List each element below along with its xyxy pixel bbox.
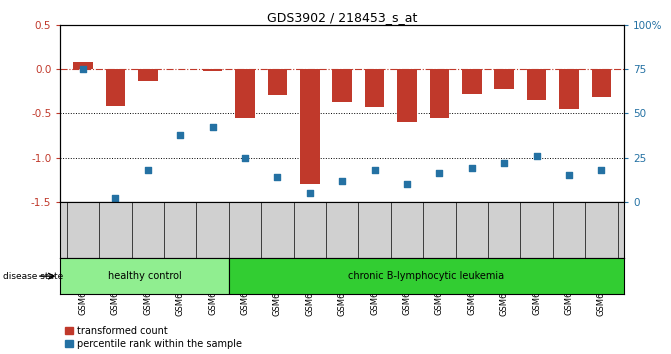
Point [207, 125, 218, 130]
Point [240, 155, 250, 160]
Title: GDS3902 / 218453_s_at: GDS3902 / 218453_s_at [267, 11, 417, 24]
Bar [462, 69, 482, 94]
Point [175, 132, 186, 137]
Bar [106, 69, 125, 106]
Text: healthy control: healthy control [108, 271, 181, 281]
Bar [203, 69, 222, 71]
Point [499, 160, 509, 166]
Point [272, 174, 282, 180]
Point [596, 167, 607, 173]
Bar [300, 69, 319, 184]
Bar [333, 69, 352, 102]
Point [142, 167, 153, 173]
Bar [73, 62, 93, 69]
Point [78, 66, 89, 72]
Bar [236, 69, 255, 118]
Legend: transformed count, percentile rank within the sample: transformed count, percentile rank withi… [65, 326, 242, 349]
Bar [559, 69, 578, 109]
Text: disease state: disease state [3, 272, 64, 281]
Point [434, 171, 445, 176]
Bar [592, 69, 611, 97]
Point [110, 195, 121, 201]
Point [466, 165, 477, 171]
Point [369, 167, 380, 173]
Bar [138, 69, 158, 81]
Bar [429, 69, 449, 118]
Bar [397, 69, 417, 122]
Bar [268, 69, 287, 95]
Point [337, 178, 348, 183]
Bar [495, 69, 514, 88]
Text: chronic B-lymphocytic leukemia: chronic B-lymphocytic leukemia [348, 271, 505, 281]
Point [305, 190, 315, 196]
Point [531, 153, 542, 159]
Bar [527, 69, 546, 100]
Bar [365, 69, 384, 107]
Point [564, 172, 574, 178]
Point [402, 181, 413, 187]
